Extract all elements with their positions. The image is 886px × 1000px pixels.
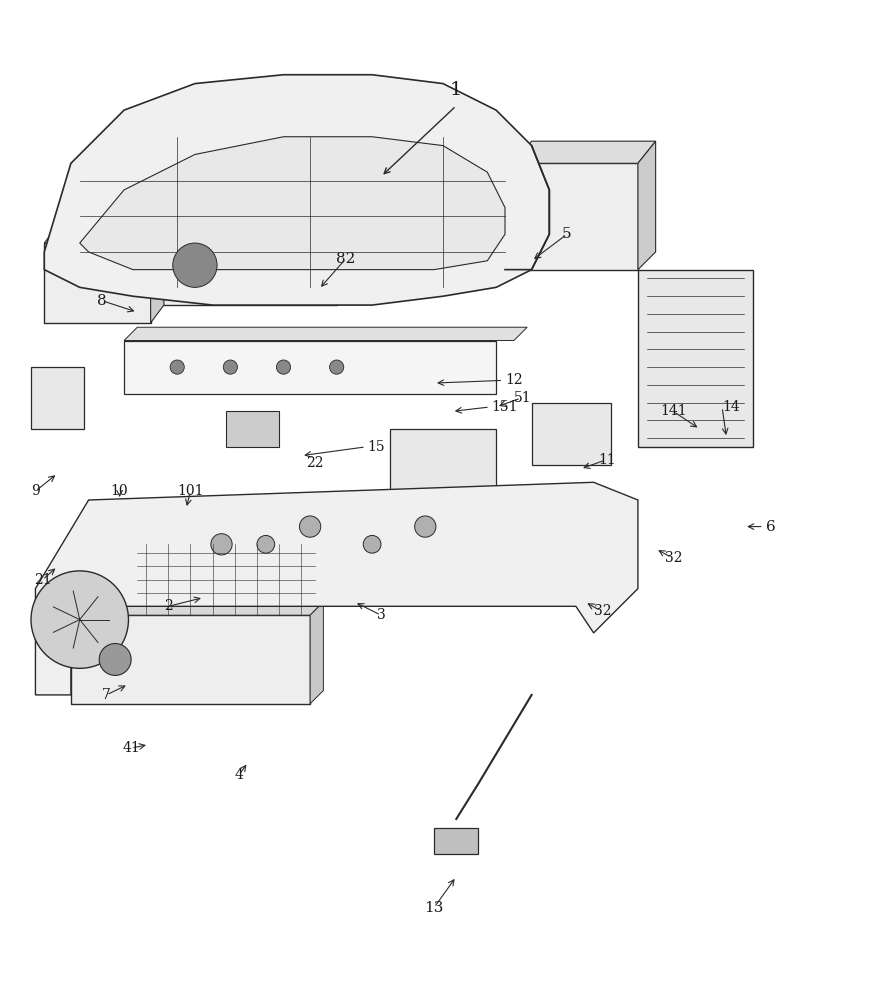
Polygon shape bbox=[638, 141, 656, 270]
Text: 14: 14 bbox=[722, 400, 740, 414]
Text: 13: 13 bbox=[424, 901, 444, 915]
Circle shape bbox=[415, 516, 436, 537]
Circle shape bbox=[31, 571, 128, 668]
Circle shape bbox=[223, 360, 237, 374]
Text: 9: 9 bbox=[31, 484, 40, 498]
Text: 51: 51 bbox=[514, 391, 532, 405]
Circle shape bbox=[276, 360, 291, 374]
Text: 8: 8 bbox=[97, 294, 106, 308]
Circle shape bbox=[363, 535, 381, 553]
Circle shape bbox=[99, 644, 131, 675]
Text: 5: 5 bbox=[563, 227, 571, 241]
Text: 11: 11 bbox=[598, 453, 616, 467]
Circle shape bbox=[173, 243, 217, 287]
Polygon shape bbox=[337, 199, 363, 305]
Polygon shape bbox=[44, 225, 164, 243]
Bar bbox=[390, 429, 496, 518]
Text: 3: 3 bbox=[377, 608, 385, 622]
Text: 101: 101 bbox=[177, 484, 204, 498]
Text: 1: 1 bbox=[450, 81, 462, 99]
Circle shape bbox=[299, 516, 321, 537]
Text: 22: 22 bbox=[306, 456, 323, 470]
Text: 15: 15 bbox=[368, 440, 385, 454]
Bar bbox=[124, 341, 496, 394]
Text: 141: 141 bbox=[660, 404, 687, 418]
Text: 12: 12 bbox=[505, 373, 523, 387]
Bar bbox=[159, 225, 337, 305]
Text: 21: 21 bbox=[34, 573, 51, 587]
Bar bbox=[434, 828, 478, 854]
Text: 41: 41 bbox=[122, 741, 140, 755]
Text: 151: 151 bbox=[492, 400, 518, 414]
Text: 7: 7 bbox=[102, 688, 111, 702]
Polygon shape bbox=[80, 137, 505, 270]
Polygon shape bbox=[151, 225, 164, 323]
Polygon shape bbox=[137, 531, 328, 544]
Polygon shape bbox=[71, 602, 323, 615]
Polygon shape bbox=[514, 141, 656, 163]
Circle shape bbox=[170, 360, 184, 374]
Polygon shape bbox=[35, 482, 638, 695]
Bar bbox=[31, 367, 84, 429]
Bar bbox=[638, 270, 753, 447]
Text: 10: 10 bbox=[111, 484, 128, 498]
Polygon shape bbox=[44, 75, 549, 305]
Bar bbox=[514, 163, 638, 270]
Polygon shape bbox=[159, 199, 363, 225]
Circle shape bbox=[211, 534, 232, 555]
Bar bbox=[226, 411, 279, 447]
Text: 32: 32 bbox=[664, 551, 682, 565]
Text: 32: 32 bbox=[594, 604, 611, 618]
Text: 6: 6 bbox=[766, 520, 776, 534]
Text: 4: 4 bbox=[235, 768, 244, 782]
Polygon shape bbox=[310, 602, 323, 704]
Circle shape bbox=[330, 360, 344, 374]
Circle shape bbox=[257, 535, 275, 553]
Bar bbox=[44, 243, 151, 323]
Text: 82: 82 bbox=[336, 252, 355, 266]
Text: 2: 2 bbox=[164, 599, 173, 613]
Bar bbox=[137, 544, 315, 615]
Bar bbox=[532, 403, 611, 465]
Polygon shape bbox=[124, 327, 527, 341]
Bar bbox=[71, 615, 310, 704]
